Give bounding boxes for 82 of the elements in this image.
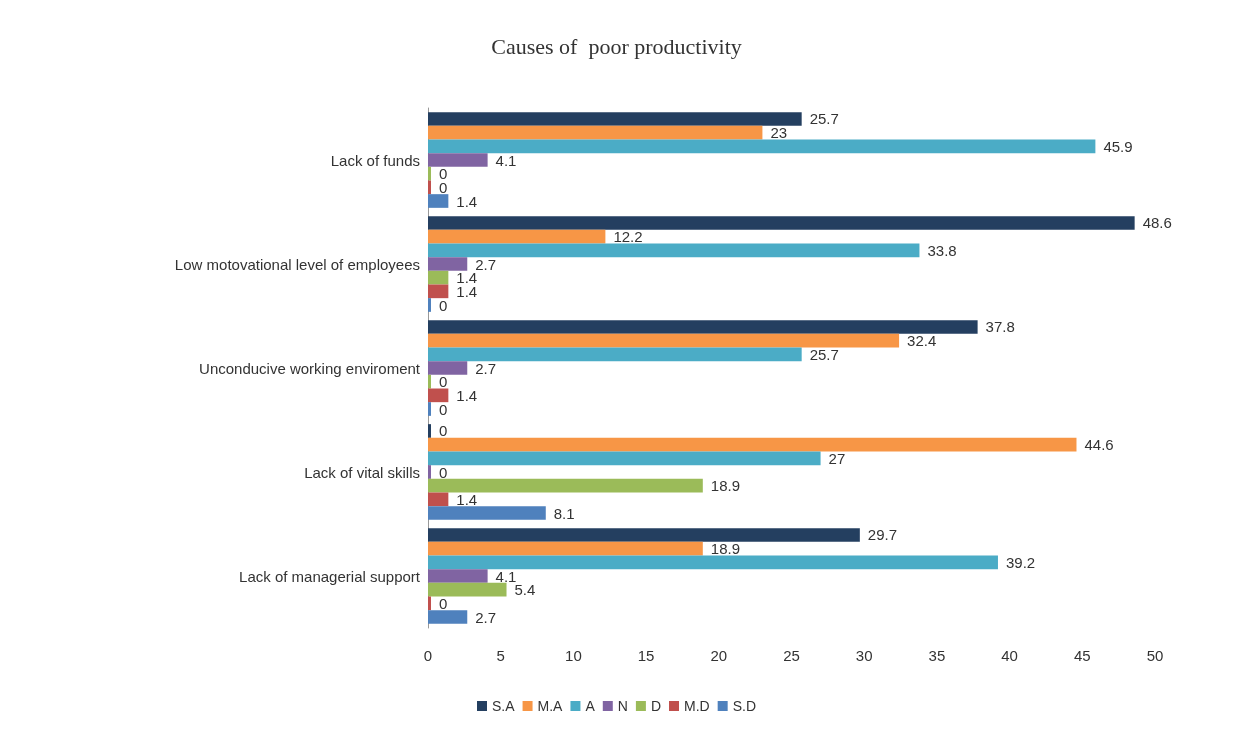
data-label: 1.4 [456, 490, 478, 508]
bar [428, 112, 802, 126]
bar [428, 125, 763, 140]
data-label: 0 [439, 422, 448, 440]
data-label: 2.7 [475, 359, 497, 377]
data-label: 0 [439, 296, 448, 314]
bar [428, 139, 1096, 154]
x-tick-label: 5 [496, 647, 505, 664]
bar [428, 243, 920, 258]
bar [428, 388, 449, 403]
data-label: 2.7 [475, 255, 497, 273]
bar [428, 528, 860, 542]
chart-title: Causes of poor productivity [491, 33, 742, 59]
legend-label: S.A [491, 698, 516, 714]
data-label: 18.9 [710, 477, 741, 495]
data-label: 4.1 [495, 151, 517, 169]
bar [428, 257, 468, 271]
bar [428, 582, 507, 597]
y-tick-label: Lack of vital skills [304, 463, 420, 481]
data-label: 2.7 [475, 608, 497, 626]
bar [428, 541, 703, 556]
y-tick-label: Low motovational level of employees [174, 255, 420, 273]
data-label: 8.1 [553, 504, 575, 522]
x-tick-label: 50 [1146, 647, 1164, 664]
bar [428, 153, 488, 167]
bar [428, 478, 703, 493]
bar [428, 451, 821, 466]
data-label: 0 [439, 594, 448, 612]
data-label: 12.2 [613, 228, 643, 246]
bar [428, 555, 998, 570]
bar [428, 333, 900, 348]
data-label: 1.4 [456, 386, 478, 404]
bar [428, 216, 1135, 230]
bar [428, 320, 978, 334]
x-tick-label: 20 [710, 647, 728, 664]
x-tick-label: 35 [928, 647, 946, 664]
data-label: 48.6 [1142, 214, 1172, 232]
x-tick-label: 15 [637, 647, 655, 664]
x-tick-label: 25 [783, 647, 800, 664]
bar [428, 194, 449, 208]
data-label: 25.7 [809, 345, 839, 363]
bar [428, 506, 546, 520]
data-label: 18.9 [710, 540, 741, 558]
data-label: 1.4 [456, 192, 478, 210]
legend-label: M.A [537, 698, 564, 714]
data-label: 39.2 [1005, 553, 1036, 571]
legend-label: N [617, 698, 628, 714]
data-label: 4.1 [495, 567, 517, 585]
bar [428, 610, 468, 624]
data-label: 23 [770, 124, 788, 142]
y-tick-label: Lack of funds [330, 151, 420, 169]
legend-label: D [650, 698, 662, 714]
data-label: 0 [439, 400, 448, 418]
bar [428, 361, 468, 375]
legend-label: M.D [684, 698, 710, 714]
x-tick-label: 40 [1001, 647, 1018, 664]
bar [428, 270, 449, 285]
data-label: 29.7 [867, 526, 898, 544]
bar [428, 347, 802, 362]
x-tick-label: 30 [855, 647, 873, 664]
data-label: 33.8 [927, 241, 957, 259]
y-tick-label: Unconducive working enviroment [199, 359, 421, 377]
data-label: 32.4 [907, 332, 937, 350]
data-label: 5.4 [514, 581, 536, 599]
data-label: 27 [828, 449, 846, 467]
x-tick-label: 10 [565, 647, 582, 664]
bar [428, 569, 488, 583]
x-tick-label: 45 [1073, 647, 1091, 664]
x-tick-label: 0 [423, 647, 433, 664]
bar [428, 437, 1077, 452]
y-tick-label: Lack of managerial support [239, 567, 421, 585]
legend-label: A [585, 698, 596, 714]
data-label: 37.8 [985, 318, 1015, 336]
bar [428, 229, 606, 244]
data-label: 0 [439, 463, 448, 481]
bar [428, 284, 449, 299]
data-label: 25.7 [809, 110, 839, 128]
legend-label: S.D [732, 698, 757, 714]
data-label: 45.9 [1103, 137, 1133, 155]
data-label: 0 [439, 373, 448, 391]
data-label: 44.6 [1084, 436, 1114, 454]
bar [428, 492, 449, 507]
